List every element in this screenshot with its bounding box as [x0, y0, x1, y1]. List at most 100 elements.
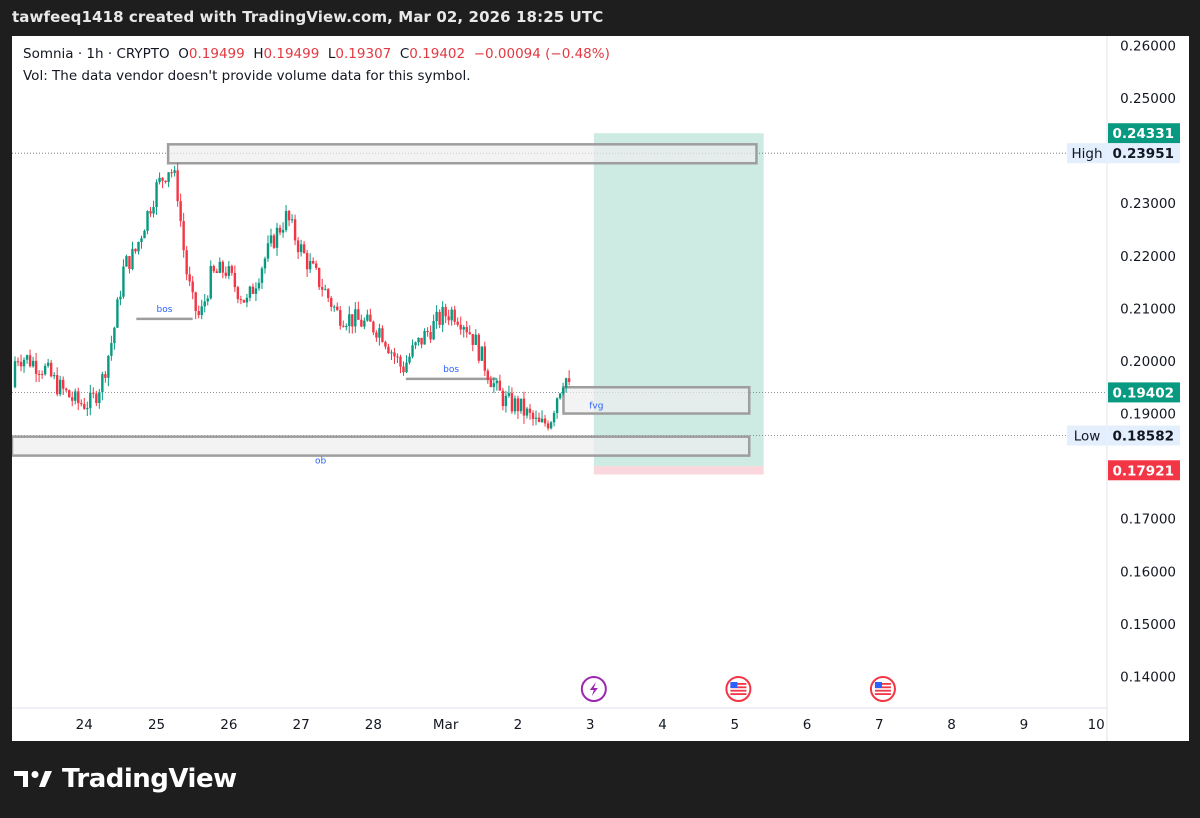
candle-up: [137, 242, 140, 252]
candle-up: [405, 362, 408, 373]
candle-down: [34, 360, 38, 374]
x-tick-label: 26: [220, 717, 237, 733]
candle-down: [393, 352, 396, 357]
candle-up: [113, 327, 116, 344]
candle-up: [227, 266, 231, 276]
candle-up: [206, 298, 209, 302]
high-tag-label: High: [1071, 146, 1102, 162]
long-position-target-zone: [593, 133, 764, 467]
open-label: O: [178, 46, 189, 62]
fvg-zone[interactable]: [562, 385, 751, 415]
candle-up: [462, 327, 465, 330]
candle-down: [426, 330, 429, 333]
candle-down: [65, 388, 68, 391]
ob-zone[interactable]: [12, 435, 751, 457]
candle-down: [83, 404, 86, 409]
candle-down: [453, 309, 456, 322]
tradingview-logo[interactable]: TradingView: [14, 764, 237, 794]
price-label-badge[interactable]: [1108, 460, 1180, 481]
long-position-stop-zone: [593, 466, 764, 475]
candle-down: [336, 306, 339, 311]
candle-up: [155, 182, 158, 208]
flag-stripe: [874, 686, 891, 689]
tradingview-wordmark: TradingView: [62, 764, 237, 794]
candle-down: [239, 299, 243, 301]
candle-up: [140, 238, 143, 243]
candle-up: [558, 393, 562, 399]
candle-down: [438, 311, 441, 325]
x-tick-label: 2: [514, 717, 523, 733]
candle-down: [567, 378, 571, 382]
candle-down: [381, 328, 384, 342]
x-tick-label: 5: [730, 717, 739, 733]
candle-down: [357, 309, 360, 320]
ob-label: ob: [315, 457, 327, 467]
candle-down: [528, 408, 532, 413]
bos-label: bos: [157, 305, 173, 315]
candle-down: [465, 327, 468, 333]
price-label-value: 0.24331: [1113, 126, 1175, 142]
candle-up: [507, 393, 511, 396]
candle-up: [450, 309, 453, 321]
price-label-badge[interactable]: [1108, 143, 1180, 164]
candle-up: [390, 352, 393, 354]
us-flag-event-icon[interactable]: [725, 676, 752, 702]
candle-up: [549, 422, 553, 429]
flag-stripe: [874, 689, 891, 692]
candle-up: [152, 207, 155, 214]
price-label-badge[interactable]: [1108, 123, 1180, 144]
candle-down: [468, 332, 471, 335]
candle-up: [411, 345, 414, 357]
x-tick-label: 3: [586, 717, 595, 733]
symbol-label[interactable]: Somnia · 1h · CRYPTO: [23, 46, 170, 62]
candle-down: [236, 287, 240, 300]
candle-up: [263, 258, 267, 269]
price-chart[interactable]: fvgobbosbos0.260000.250000.240000.230000…: [12, 36, 1189, 741]
candle-down: [384, 341, 387, 347]
candle-up: [116, 299, 119, 328]
candle-up: [122, 266, 125, 297]
candle-down: [179, 201, 182, 222]
price-label-value: 0.19402: [1113, 385, 1175, 401]
candle-up: [209, 265, 212, 299]
candle-down: [396, 356, 399, 358]
candle-down: [215, 271, 218, 273]
candle-up: [89, 392, 92, 409]
candle-down: [68, 390, 71, 398]
x-tick-label: 8: [947, 717, 956, 733]
y-tick-label: 0.15000: [1120, 617, 1176, 633]
candle-down: [387, 346, 390, 354]
candle-down: [287, 210, 291, 221]
candle-down: [314, 263, 318, 268]
candle-up: [555, 398, 559, 413]
candle-down: [399, 356, 402, 367]
candle-down: [272, 235, 276, 248]
candle-down: [320, 287, 324, 290]
candle-down: [77, 391, 80, 404]
candle-down: [531, 412, 535, 419]
candle-up: [290, 219, 294, 221]
price-label-badge[interactable]: [1108, 425, 1180, 446]
us-flag-event-icon[interactable]: [869, 676, 896, 702]
candle-up: [22, 359, 26, 367]
candle-down: [224, 272, 228, 276]
high-label: H: [253, 46, 264, 62]
candle-down: [311, 261, 315, 264]
y-tick-label: 0.25000: [1120, 91, 1176, 107]
candle-down: [221, 261, 225, 273]
candle-up: [125, 256, 128, 267]
candle-up: [417, 337, 420, 343]
chart-frame[interactable]: fvgobbosbos0.260000.250000.240000.230000…: [12, 36, 1189, 741]
supply-zone[interactable]: [166, 143, 758, 165]
candle-up: [13, 361, 17, 388]
candle-up: [110, 343, 113, 356]
price-label-value: 0.23951: [1113, 146, 1175, 162]
candle-up: [119, 296, 122, 300]
candle-up: [86, 408, 89, 410]
low-tag-label: Low: [1074, 429, 1101, 445]
candle-up: [324, 289, 327, 291]
candle-up: [513, 398, 517, 412]
ohlc-legend: Somnia · 1h · CRYPTO O0.19499 H0.19499 L…: [23, 46, 610, 62]
price-label-badge[interactable]: [1108, 382, 1180, 403]
candle-down: [420, 337, 423, 345]
